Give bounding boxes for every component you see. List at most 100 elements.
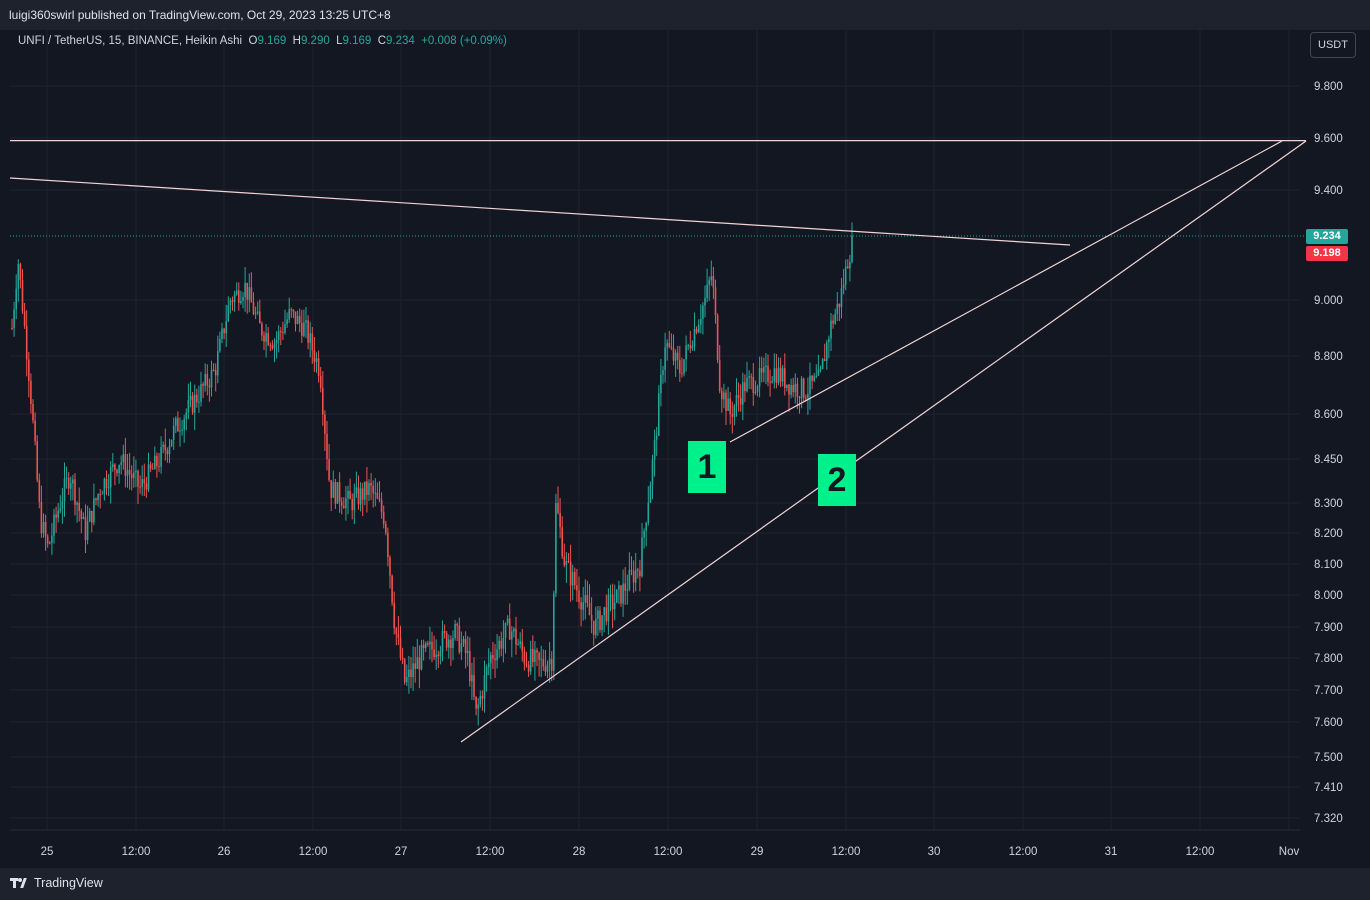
y-tick-label: 8.450 — [1314, 454, 1343, 466]
candle-body — [40, 502, 43, 534]
currency-button[interactable]: USDT — [1310, 32, 1356, 58]
candle-body — [410, 669, 412, 678]
candle-body — [427, 643, 429, 645]
candle-body — [595, 618, 597, 635]
candle-body — [424, 643, 427, 649]
candle-body — [834, 313, 836, 324]
candle-body — [307, 320, 309, 343]
candle-body — [798, 396, 801, 399]
candle-body — [322, 388, 324, 415]
candle-body — [97, 494, 99, 501]
y-tick-label: 9.800 — [1314, 81, 1343, 93]
candle-body — [844, 266, 847, 285]
candle-body — [693, 328, 696, 347]
candle-body — [406, 677, 408, 683]
candle-body — [319, 375, 322, 389]
candle-body — [263, 335, 265, 342]
candle-body — [534, 649, 536, 662]
candle-body — [162, 444, 164, 448]
candle-body — [567, 561, 570, 563]
candle-body — [788, 384, 790, 395]
candle-body — [847, 266, 849, 269]
candle-body — [647, 502, 650, 523]
candle-body — [750, 376, 752, 378]
candle-body — [735, 395, 738, 406]
candle-body — [101, 493, 104, 495]
candle-body — [273, 343, 276, 349]
candle-body — [328, 459, 330, 481]
candle-body — [355, 487, 358, 494]
candle-body — [349, 490, 351, 500]
candle-body — [294, 311, 297, 324]
y-tick-label: 8.100 — [1314, 559, 1343, 571]
candle-body — [133, 472, 135, 479]
y-tick-label: 8.600 — [1314, 409, 1343, 421]
candle-body — [34, 420, 36, 442]
candle-body — [86, 521, 89, 541]
candle-body — [763, 367, 765, 373]
candle-body — [525, 663, 528, 665]
candle-body — [840, 288, 843, 308]
candle-body — [147, 464, 150, 490]
candle-body — [345, 498, 347, 509]
y-tick-label: 9.000 — [1314, 295, 1343, 307]
candle-body — [269, 344, 272, 346]
close-value: 9.234 — [386, 35, 415, 47]
candle-body — [324, 414, 326, 434]
candle-body — [330, 480, 332, 498]
candle-body — [721, 391, 723, 400]
candle-body — [523, 651, 526, 664]
candle-body — [676, 352, 679, 360]
candle-body — [630, 570, 633, 572]
candle-body — [347, 490, 349, 499]
candle-body — [651, 459, 654, 486]
candle-body — [660, 374, 662, 394]
candle-body — [164, 444, 167, 451]
tradingview-brand[interactable]: TradingView — [10, 876, 103, 890]
candle-body — [91, 510, 93, 523]
candle-body — [401, 657, 404, 660]
candle-body — [550, 658, 553, 671]
candle-body — [28, 359, 30, 381]
candle-body — [441, 630, 444, 652]
candle-body — [494, 658, 496, 661]
candle-body — [574, 571, 576, 586]
candle-body — [450, 639, 452, 649]
candle-body — [357, 487, 360, 505]
tradingview-logo-icon — [10, 876, 30, 890]
candle-body — [55, 514, 57, 518]
candle-body — [84, 517, 87, 541]
high-label: H — [292, 35, 301, 47]
candle-body — [448, 639, 450, 648]
candle-body — [93, 498, 95, 523]
candle-body — [196, 394, 198, 403]
candle-body — [46, 536, 49, 544]
candle-body — [689, 345, 692, 349]
candle-body — [466, 650, 469, 654]
candle-body — [59, 508, 62, 511]
candle-body — [681, 373, 683, 375]
candle-body — [511, 631, 513, 640]
candle-body — [67, 477, 70, 489]
candle-body — [267, 332, 269, 345]
candle-body — [250, 287, 253, 303]
candle-body — [599, 610, 601, 630]
candle-body — [217, 351, 219, 376]
candle-body — [683, 359, 685, 374]
candle-body — [112, 464, 114, 468]
candle-body — [336, 482, 339, 504]
candle-body — [464, 638, 467, 654]
candle-body — [784, 368, 786, 389]
candle-body — [74, 479, 76, 505]
candle-body — [30, 380, 32, 404]
candle-body — [126, 470, 129, 476]
candle-body — [382, 511, 385, 524]
candle-body — [124, 454, 127, 476]
x-tick-label: 31 — [1105, 846, 1118, 858]
x-tick-label: 12:00 — [476, 846, 505, 858]
price-chart[interactable]: 9.800 9.600 9.400 9.000 8.800 8.600 8.450 8.300… — [0, 30, 1370, 868]
candle-body — [380, 500, 383, 512]
candle-body — [456, 624, 458, 626]
candle-body — [733, 405, 736, 417]
candle-body — [796, 383, 799, 397]
